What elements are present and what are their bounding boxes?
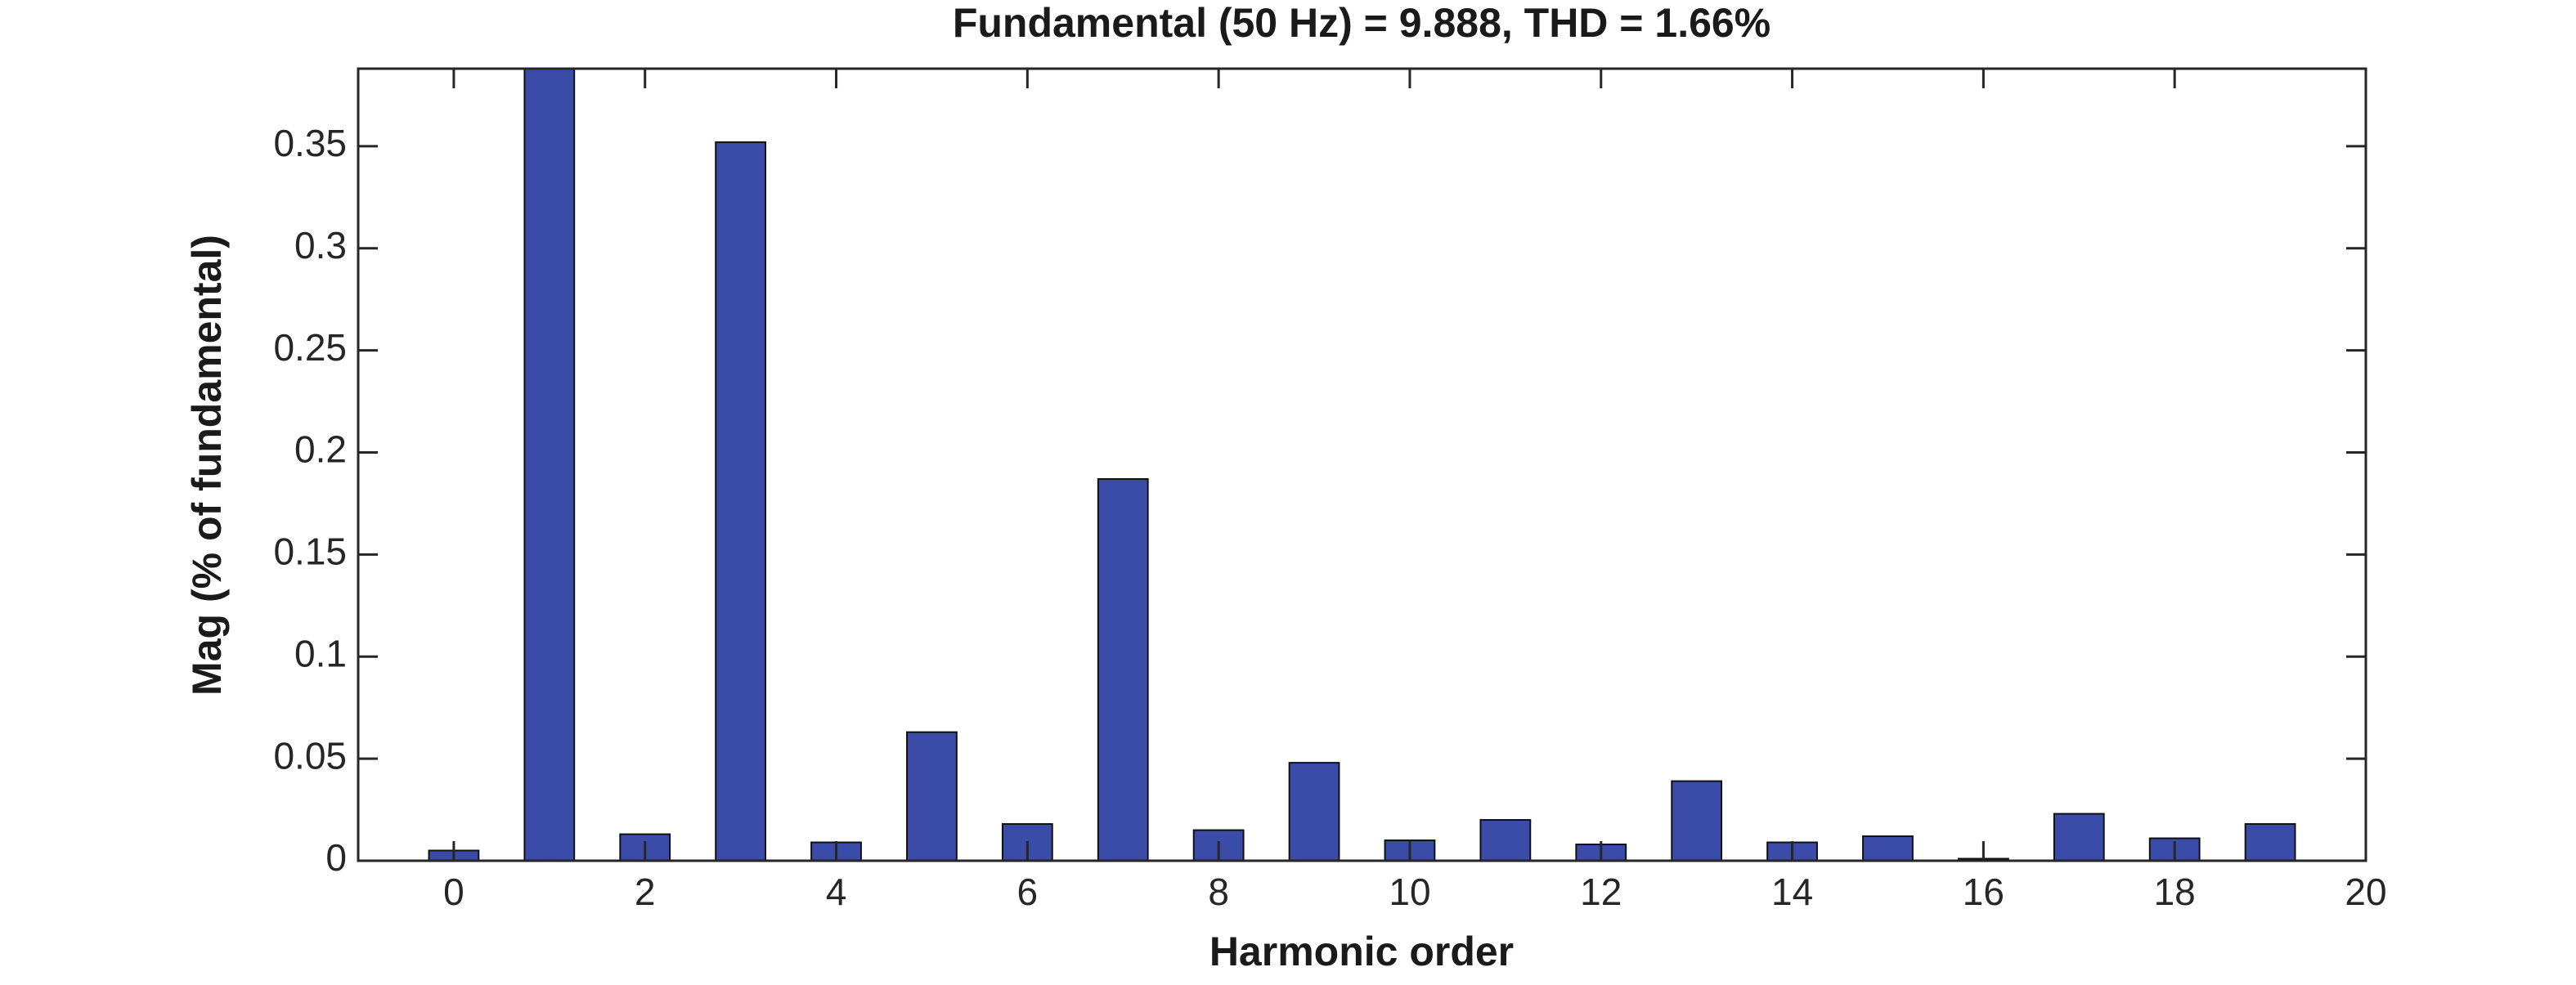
x-tick-label: 4 xyxy=(826,871,847,913)
x-tick-label: 16 xyxy=(1963,871,2004,913)
y-tick-label: 0.25 xyxy=(273,326,347,369)
bar xyxy=(1862,835,1914,861)
bar xyxy=(1479,819,1532,861)
x-tick-label: 20 xyxy=(2345,871,2386,913)
y-tick-label: 0.1 xyxy=(294,632,347,674)
bar xyxy=(715,141,767,861)
y-tick-label: 0.2 xyxy=(294,428,347,471)
bar xyxy=(523,69,576,861)
x-tick-label: 14 xyxy=(1771,871,1813,913)
x-axis-label: Harmonic order xyxy=(1209,929,1514,974)
x-tick-label: 10 xyxy=(1389,871,1430,913)
x-tick-label: 2 xyxy=(635,871,656,913)
bar xyxy=(2053,813,2105,861)
y-tick-label: 0 xyxy=(325,836,347,879)
bar xyxy=(1671,780,1723,861)
y-tick-label: 0.35 xyxy=(273,122,347,164)
y-tick-label: 0.15 xyxy=(273,531,347,573)
x-tick-label: 8 xyxy=(1208,871,1229,913)
x-tick-label: 6 xyxy=(1017,871,1039,913)
x-tick-label: 0 xyxy=(443,871,464,913)
chart-title: Fundamental (50 Hz) = 9.888, THD = 1.66% xyxy=(953,0,1770,46)
x-tick-label: 18 xyxy=(2154,871,2196,913)
y-tick-label: 0.05 xyxy=(273,734,347,777)
plot-frame xyxy=(357,67,2367,862)
bar xyxy=(2244,823,2296,861)
bar xyxy=(906,731,958,861)
y-tick-label: 0.3 xyxy=(294,224,347,266)
bar xyxy=(1097,477,1149,861)
y-axis-label: Mag (% of fundamental) xyxy=(184,235,230,696)
bar xyxy=(1288,762,1340,861)
x-tick-label: 12 xyxy=(1580,871,1622,913)
